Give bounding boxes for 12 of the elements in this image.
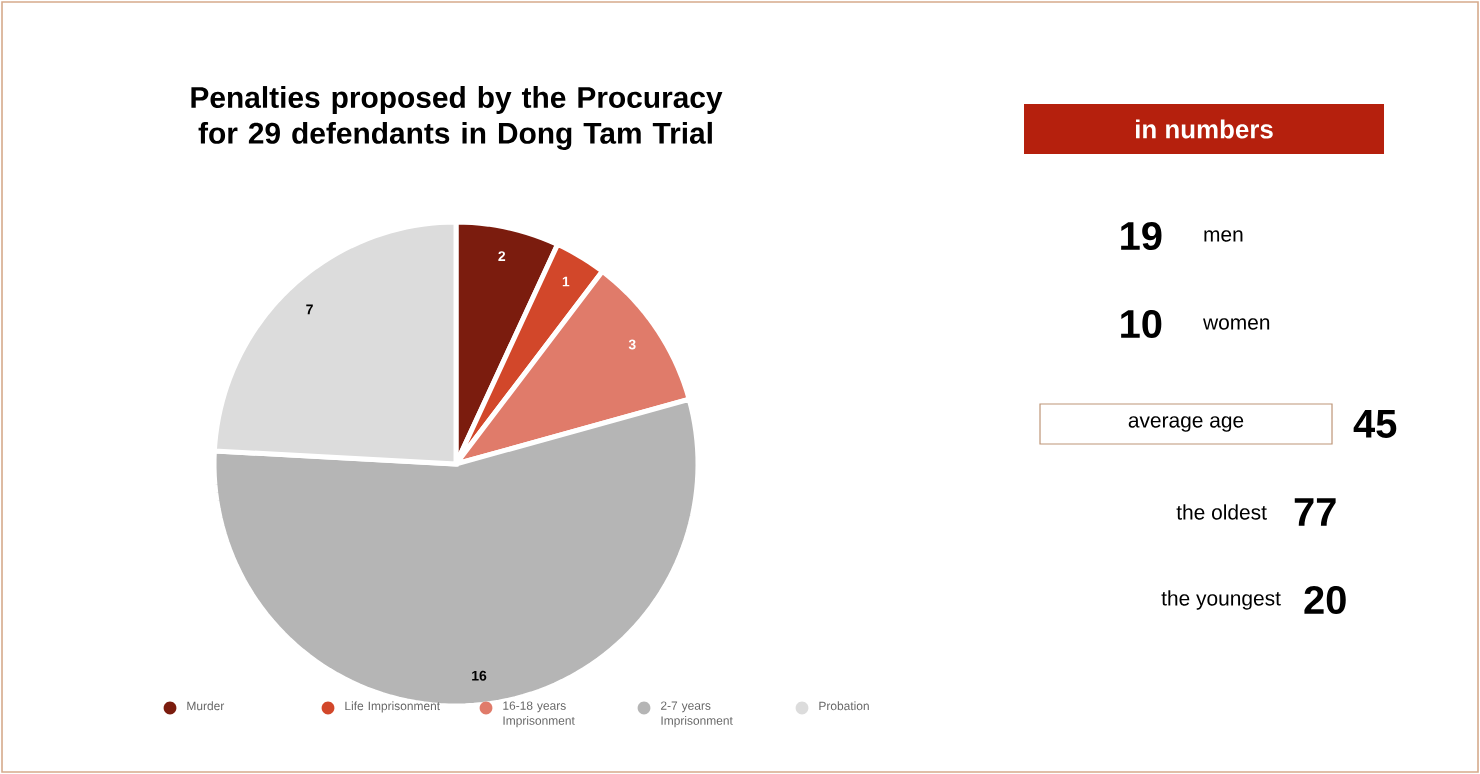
text: 19 [1121,221,1162,251]
chart-title: Penalties proposed by the Procuracy for 29 defendants in Dong Tam Trial [191,86,723,150]
text: 77 [1294,498,1336,526]
text: 20 [1304,585,1346,615]
text: the youngest [1161,590,1281,610]
text: the oldest [1176,504,1267,520]
text: 10 [1121,309,1162,339]
text: women [1203,318,1270,330]
text: in numbers [1136,119,1273,139]
text: men [1204,230,1243,242]
text: 45 [1353,410,1397,438]
text: average age [1128,416,1244,432]
